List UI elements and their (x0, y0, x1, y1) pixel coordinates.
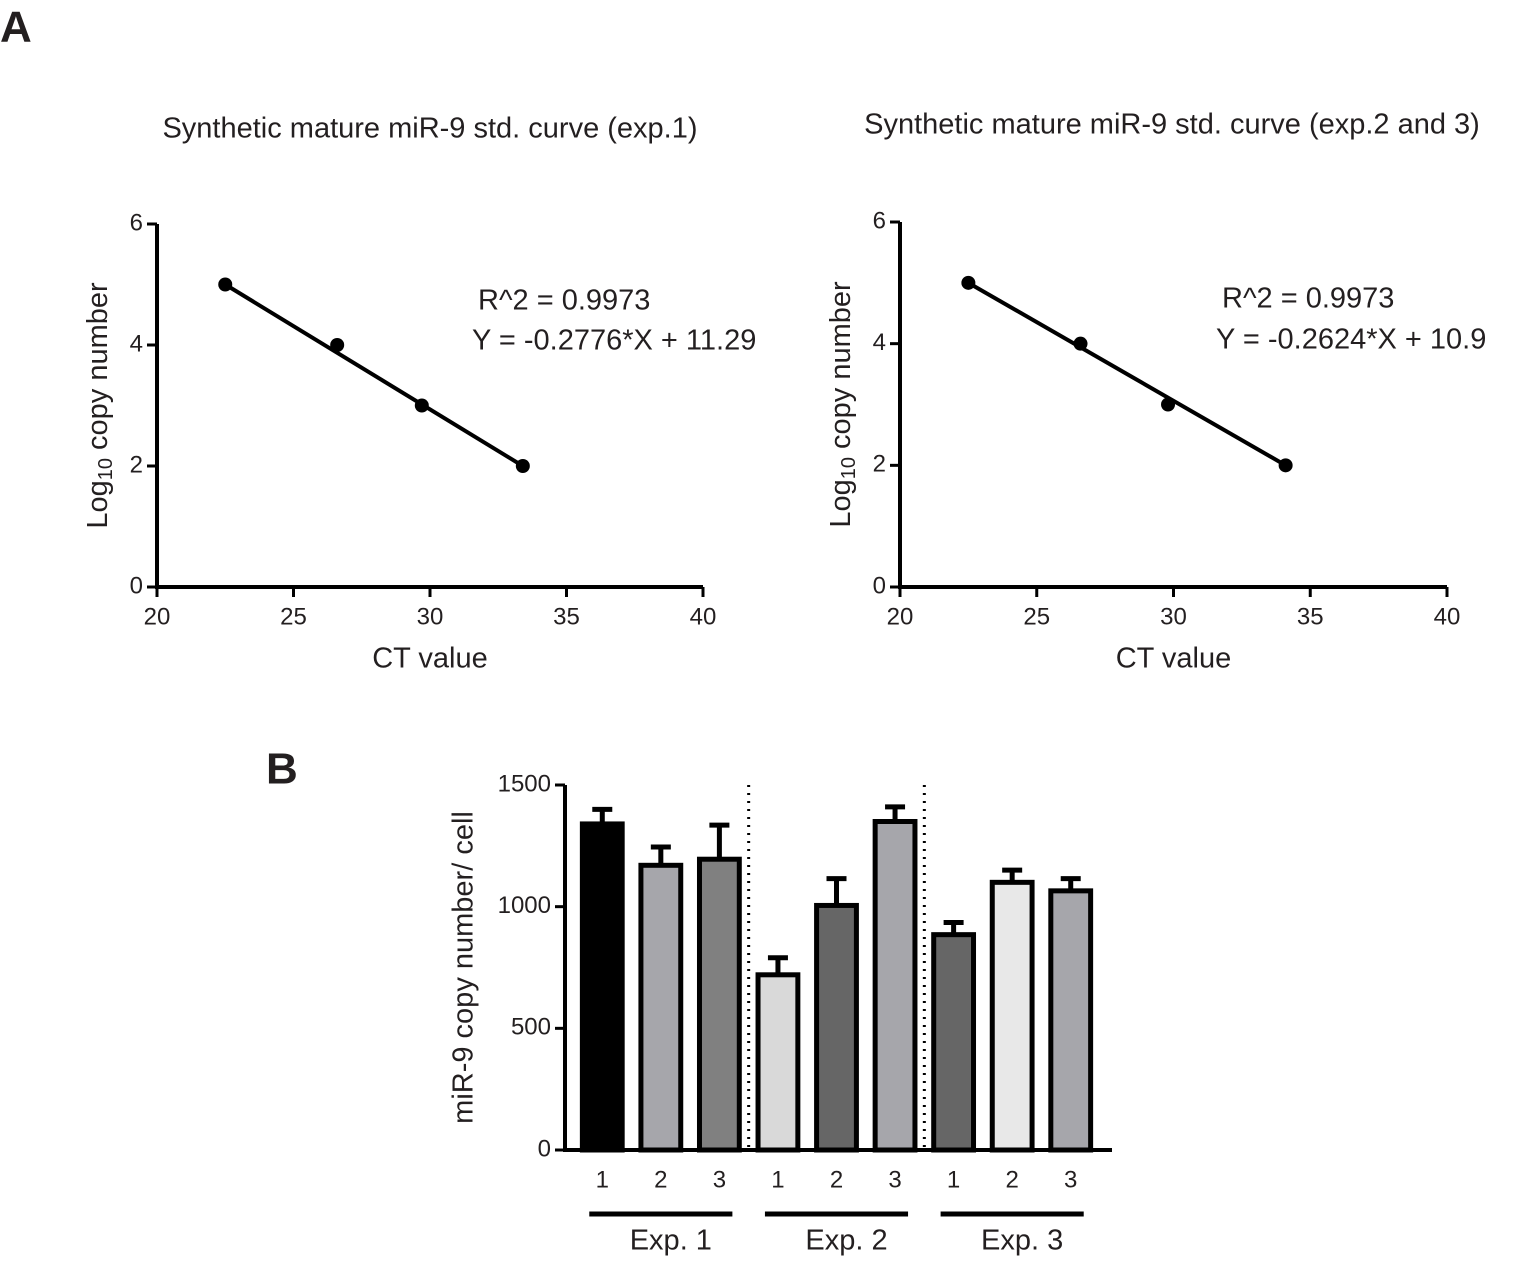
y-tick-label: 500 (511, 1014, 551, 1041)
bar (696, 856, 742, 1153)
x-tick-label: 35 (1297, 603, 1324, 630)
y-tick-label: 1500 (498, 770, 551, 797)
point (1161, 397, 1176, 412)
y-axis-label: Log10 copy number (82, 282, 118, 529)
point (414, 398, 429, 413)
y-tick-label: 6 (873, 207, 886, 234)
bar (1048, 888, 1094, 1153)
bar (638, 862, 684, 1153)
point (961, 275, 976, 290)
point (330, 338, 345, 352)
error-bar (767, 955, 788, 975)
x-tick-label: 2 (830, 1166, 843, 1193)
fit-line (967, 281, 1287, 468)
panel-letter: A (0, 3, 32, 52)
y-axis-label: miR-9 copy number/ cell (448, 811, 480, 1124)
y-axis-label: Log10 copy number (825, 281, 861, 528)
x-tick-label: 40 (1434, 603, 1461, 630)
point (515, 459, 530, 473)
chart-title: Synthetic mature miR-9 std. curve (exp.1… (162, 113, 697, 145)
bar (579, 821, 625, 1153)
y-tick-label: 2 (130, 451, 143, 478)
error-bar (650, 844, 671, 866)
x-tick-label: 40 (690, 603, 717, 630)
bar (814, 902, 859, 1153)
y-tick-label: 4 (130, 330, 143, 357)
group-label: Exp. 1 (630, 1225, 712, 1257)
x-tick-label: 30 (417, 603, 444, 630)
x-tick-label: 2 (654, 1166, 667, 1193)
x-tick-label: 25 (280, 603, 307, 630)
y-tick-label: 4 (873, 329, 886, 356)
y-label-part: Log (825, 479, 857, 527)
x-tick-label: 3 (1064, 1166, 1077, 1193)
group-label: Exp. 2 (805, 1225, 887, 1257)
y-tick-label: 0 (538, 1135, 551, 1162)
x-tick-label: 1 (771, 1166, 784, 1193)
x-tick-label: 20 (887, 603, 914, 630)
error-bar (709, 822, 730, 860)
annotation: Y = -0.2776*X + 11.29 (472, 325, 756, 357)
x-tick-label: 1 (596, 1166, 609, 1193)
y-tick-label: 6 (130, 209, 143, 236)
x-tick-label: 2 (1005, 1166, 1018, 1193)
point (1073, 336, 1088, 351)
fit-line (224, 282, 524, 468)
point (218, 277, 233, 292)
y-tick-label: 2 (873, 451, 886, 478)
y-label-part: copy number (82, 282, 114, 450)
point (1278, 458, 1293, 473)
x-axis-label: CT value (1116, 643, 1232, 675)
y-tick-label: 0 (873, 572, 886, 599)
x-tick-label: 25 (1023, 603, 1050, 630)
y-label-sub: 10 (95, 458, 117, 480)
x-axis-label: CT value (372, 643, 488, 675)
annotation: R^2 = 0.9973 (478, 285, 650, 317)
y-label-part: copy number (825, 281, 857, 449)
bar (931, 932, 977, 1153)
x-tick-label: 30 (1160, 603, 1187, 630)
y-tick-label: 0 (130, 572, 143, 599)
y-label-part: Log (82, 480, 114, 528)
y-tick-label: 1000 (498, 892, 551, 919)
x-tick-label: 3 (713, 1166, 726, 1193)
error-bar (826, 876, 847, 906)
annotation: R^2 = 0.9973 (1222, 283, 1394, 315)
x-tick-label: 3 (888, 1166, 901, 1193)
chart-title: Synthetic mature miR-9 std. curve (exp.2… (864, 109, 1480, 141)
bar (755, 972, 801, 1153)
x-tick-label: 35 (553, 603, 580, 630)
annotation: Y = -0.2624*X + 10.9 (1216, 324, 1486, 356)
x-tick-label: 20 (144, 603, 171, 630)
y-label-sub: 10 (838, 457, 860, 479)
panel-letter: B (266, 745, 298, 794)
bar (872, 819, 918, 1153)
x-tick-label: 1 (947, 1166, 960, 1193)
bar (989, 879, 1035, 1153)
group-label: Exp. 3 (981, 1225, 1063, 1257)
